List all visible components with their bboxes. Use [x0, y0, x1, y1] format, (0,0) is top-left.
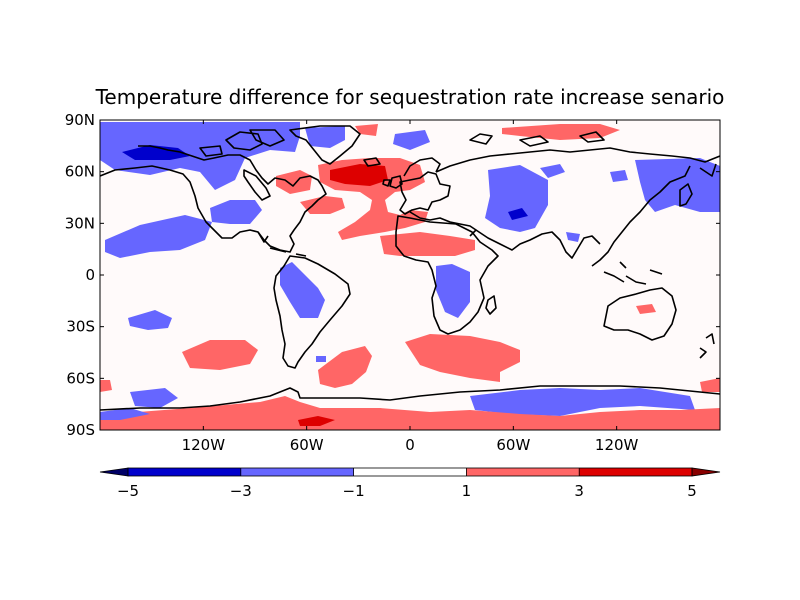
contour-positive-mid-atlantic [300, 196, 345, 214]
coast-japan [679, 183, 693, 207]
contour-negative-africa [436, 264, 470, 318]
colorbar-band [579, 468, 692, 476]
lat-tick-label: 60N [65, 163, 95, 181]
lat-tick-label: 30N [65, 214, 95, 232]
coast-hudson-bay [243, 169, 271, 201]
coast-africa [395, 215, 499, 335]
coast-antarctica [100, 385, 720, 411]
lon-tick-label: 0 [405, 436, 415, 454]
contour-negative-southern-ocean-west [130, 388, 178, 408]
contour-negative-india [566, 232, 580, 242]
colorbar-band [353, 468, 467, 476]
contour-positive-arctic-east [502, 124, 620, 140]
coast-scandinavia [403, 157, 441, 177]
contour-positive-south-pacific [182, 340, 258, 370]
contour-negative-barents [305, 126, 345, 148]
colorbar-tick-label: −1 [343, 482, 365, 500]
lon-tick-label: 60W [290, 436, 324, 454]
coast-asia-north [435, 147, 720, 173]
contour-negative-southern-ocean-east [470, 388, 695, 416]
contour-positive-australia-east [636, 304, 656, 314]
coast-mediterranean [409, 211, 477, 237]
coast-iceland [363, 157, 381, 167]
contour-positive-southern-ocean-east [700, 378, 720, 392]
coast-arabia-india [475, 229, 601, 259]
coastlines [100, 125, 720, 411]
coast-arctic-russia [469, 131, 605, 147]
contour-strong-negative-central-asia [508, 208, 528, 220]
lat-tick-label: 30S [66, 318, 95, 336]
contour-negative-antarctic-west [100, 408, 150, 420]
anomaly-contours [100, 122, 720, 430]
coast-british-isles [382, 175, 403, 189]
contour-negative-south-atlantic-small [316, 356, 326, 362]
lat-tick-label: 0 [85, 266, 95, 284]
coast-new-zealand [699, 333, 715, 359]
coast-south-america [273, 255, 351, 369]
contour-positive-antarctic-band [100, 396, 720, 430]
colorbar-extend-low [99, 467, 129, 477]
contour-negative-central-asia [485, 165, 548, 232]
contour-positive-southern-ocean-west [100, 380, 112, 392]
contour-negative-south-pacific [128, 310, 172, 330]
coast-north-america [100, 145, 327, 253]
colorbar-tick-label: 5 [687, 482, 697, 500]
lon-tick-label: 120W [182, 436, 226, 454]
coast-asia-east [591, 165, 691, 267]
lon-tick-label: 120W [595, 436, 639, 454]
contour-positive-greenland-north [355, 124, 378, 136]
lat-tick-label: 90S [66, 421, 95, 439]
contour-negative-east-pacific [105, 215, 212, 258]
coast-australia [603, 287, 677, 341]
coast-arctic-islands [199, 129, 285, 157]
lat-tick-label: 60S [66, 369, 95, 387]
contour-negative-siberia [393, 130, 430, 150]
contour-positive-equatorial-atlantic [380, 232, 475, 256]
colorbar-band [128, 468, 241, 476]
colorbar-tick-label: −3 [230, 482, 252, 500]
contour-positive-south-atlantic [318, 346, 372, 388]
longitude-ticks: 120W 60W 0 60W 120W [182, 120, 639, 454]
contour-negative-south-america [280, 262, 325, 318]
contour-strong-negative-arctic [122, 145, 190, 160]
lat-tick-label: 90N [65, 111, 95, 129]
contour-negative-east-asia [635, 158, 720, 212]
coast-greenland [289, 125, 361, 165]
lon-tick-label: 60W [496, 436, 530, 454]
colorbar-tick-label: 3 [574, 482, 584, 500]
colorbar-band [466, 468, 580, 476]
contour-negative-north-america [210, 200, 262, 224]
colorbar-tick-label: 1 [462, 482, 472, 500]
figure-title: Temperature difference for sequestration… [95, 85, 725, 109]
coast-indonesia [603, 261, 663, 285]
colorbar: −5 −3 −1 1 3 5 [99, 467, 721, 500]
colorbar-extend-high [691, 467, 721, 477]
contour-positive-canada-east [276, 170, 312, 194]
contour-positive-south-indian [405, 334, 520, 382]
contour-negative-arctic-north-america [100, 122, 300, 190]
colorbar-tick-label: −5 [117, 482, 139, 500]
contour-negative-ural [540, 164, 565, 178]
contour-strong-positive-north-atlantic [330, 164, 388, 186]
coast-florida-cuba [257, 231, 307, 257]
coast-europe [399, 171, 451, 215]
world-map [99, 119, 721, 431]
coast-madagascar [485, 295, 497, 315]
contour-negative-asia-small [610, 170, 628, 182]
latitude-ticks: 90N 60N 30N 0 30S 60S 90S [65, 111, 720, 439]
contour-strong-positive-antarctic [298, 416, 335, 426]
coast-kamchatka [699, 163, 717, 177]
colorbar-band [240, 468, 354, 476]
